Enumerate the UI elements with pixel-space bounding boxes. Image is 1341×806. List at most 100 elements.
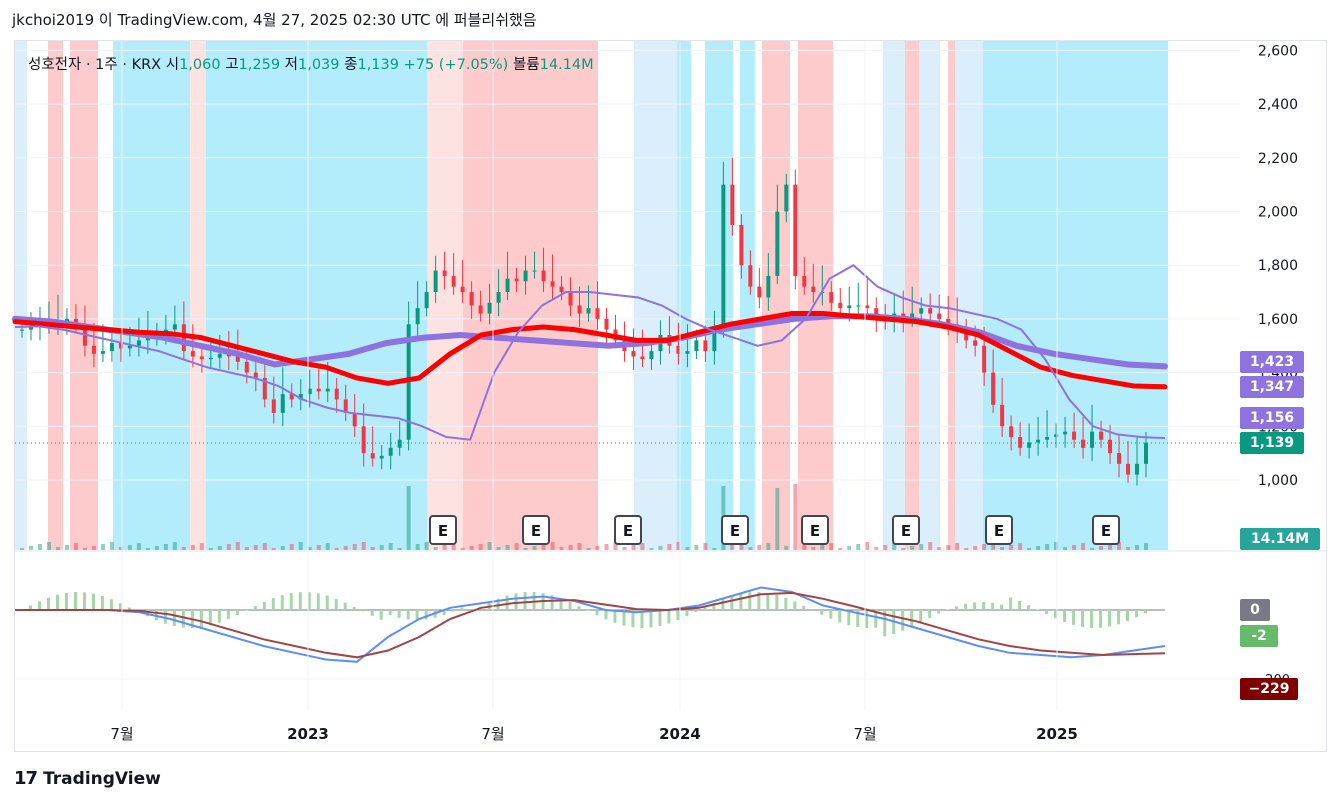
volume-bar xyxy=(91,546,96,550)
volume-bar xyxy=(415,544,420,550)
volume-bar xyxy=(181,547,186,550)
candle-body xyxy=(514,278,519,282)
time-tick-label: 2025 xyxy=(1036,725,1078,743)
volume-bar xyxy=(955,543,960,550)
macd-histogram-bar xyxy=(91,593,95,610)
volume-bar xyxy=(766,543,771,550)
volume-bar xyxy=(307,547,312,550)
macd-histogram-bar xyxy=(730,595,734,610)
ma-120-line xyxy=(12,313,1168,370)
macd-histogram-bar xyxy=(73,592,77,610)
time-tick-label: 2024 xyxy=(659,725,701,743)
macd-histogram-bar xyxy=(721,599,725,610)
volume-bar xyxy=(352,544,357,550)
price-tick-label: 2,600 xyxy=(1258,43,1298,59)
candle-body xyxy=(829,292,834,303)
candle-body xyxy=(1054,434,1059,438)
candle-body xyxy=(307,388,312,395)
volume-bar xyxy=(217,546,222,550)
macd-histogram-bar xyxy=(1072,610,1076,625)
volume-bar xyxy=(361,542,366,550)
legend-symbol[interactable]: 성호전자 · 1주 · KRX xyxy=(28,57,162,73)
volume-bar xyxy=(442,545,447,550)
volume-bar xyxy=(1054,542,1059,550)
candle-body xyxy=(397,439,402,448)
volume-bar xyxy=(586,548,591,550)
candle-body xyxy=(217,353,222,358)
tradingview-logo-icon: 𝟭𝟳 xyxy=(14,768,38,789)
macd-histogram-bar xyxy=(559,598,563,610)
macd-histogram-bar xyxy=(163,610,167,624)
volume-bar xyxy=(928,542,933,550)
macd-histogram-bar xyxy=(919,610,923,623)
candle-body xyxy=(928,308,933,314)
volume-bar xyxy=(244,547,249,550)
macd-histogram-bar xyxy=(289,593,293,610)
volume-bar xyxy=(802,542,807,550)
macd-histogram-bar xyxy=(109,599,113,610)
volume-bar xyxy=(298,542,303,550)
macd-histogram-bar xyxy=(910,610,914,627)
volume-bar xyxy=(397,548,402,550)
macd-histogram-bar xyxy=(1081,610,1085,627)
background-band xyxy=(740,41,755,550)
volume-bar xyxy=(460,548,465,550)
macd-histogram-bar xyxy=(64,592,68,610)
earnings-marker xyxy=(429,515,457,545)
candle-body xyxy=(415,308,420,325)
ma-mid-tag: 1,347 xyxy=(1240,376,1304,398)
candle-body xyxy=(1018,437,1023,448)
time-tick-label: 2023 xyxy=(287,725,329,743)
macd-histogram-bar xyxy=(307,592,311,610)
volume-bar xyxy=(748,547,753,550)
tradingview-footer[interactable]: 𝟭𝟳 TradingView xyxy=(14,768,161,789)
volume-bar xyxy=(703,543,708,550)
volume-bar xyxy=(20,548,24,550)
volume-bar xyxy=(487,542,492,550)
volume-bar xyxy=(388,543,393,550)
macd-line xyxy=(15,586,1166,663)
candle-body xyxy=(775,211,780,276)
macd-histogram-bar xyxy=(127,607,131,610)
earnings-marker xyxy=(1092,515,1120,545)
background-band xyxy=(48,41,63,550)
tradingview-wordmark: TradingView xyxy=(43,768,161,789)
macd-histogram-bar xyxy=(1099,610,1103,628)
earnings-marker-label: E xyxy=(730,522,740,540)
volume-tag: 14.14M xyxy=(1240,528,1320,550)
volume-bar xyxy=(280,546,285,550)
candle-body xyxy=(253,372,258,378)
volume-bar xyxy=(964,548,969,550)
volume-bar xyxy=(667,544,672,550)
macd-histogram-bar xyxy=(874,610,878,628)
candle-body xyxy=(703,340,708,352)
macd-histogram-bar xyxy=(568,602,572,610)
macd-histogram-bar xyxy=(775,594,779,610)
candle-body xyxy=(640,356,645,360)
volume-bar xyxy=(379,545,384,550)
background-band xyxy=(70,41,98,550)
background-band xyxy=(948,41,955,550)
candle-body xyxy=(199,356,204,360)
volume-bar xyxy=(919,544,924,550)
candle-body xyxy=(64,318,69,322)
volume-bar xyxy=(523,548,528,550)
candle-body xyxy=(577,305,582,314)
candle-body xyxy=(109,343,114,352)
candle-body xyxy=(505,278,510,293)
volume-bar xyxy=(793,484,798,550)
macd-signal-line xyxy=(15,591,1166,659)
candle-body xyxy=(757,286,762,298)
volume-bar xyxy=(865,542,870,550)
candle-body xyxy=(352,412,357,427)
volume-bar xyxy=(559,547,564,550)
candle-body xyxy=(1108,439,1113,454)
candle-body xyxy=(334,388,339,400)
macd-histogram-bar xyxy=(550,595,554,610)
volume-bar xyxy=(1108,544,1113,550)
macd-histogram-bar xyxy=(523,592,527,610)
volume-bar xyxy=(649,548,654,550)
volume-bar xyxy=(775,488,780,550)
macd-histogram-bar xyxy=(37,601,41,610)
